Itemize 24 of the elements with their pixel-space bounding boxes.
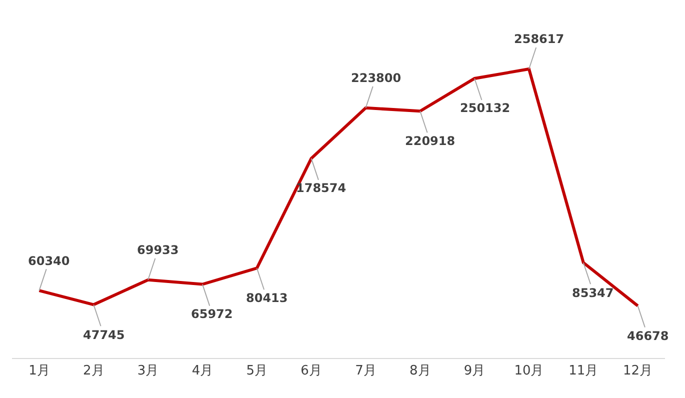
x-tick-label: 12月 xyxy=(623,364,653,379)
data-label: 85347 xyxy=(572,286,614,300)
data-label: 178574 xyxy=(296,181,346,195)
x-tick-label: 2月 xyxy=(82,364,104,379)
x-tick-label: 8月 xyxy=(409,364,431,379)
x-tick-label: 4月 xyxy=(192,364,214,379)
data-label: 47745 xyxy=(83,328,125,342)
x-tick-label: 9月 xyxy=(464,364,486,379)
data-label: 60340 xyxy=(28,254,70,268)
data-label: 223800 xyxy=(351,71,402,85)
x-tick-label: 7月 xyxy=(355,364,376,379)
x-tick-label: 10月 xyxy=(514,364,544,379)
data-label: 69933 xyxy=(137,243,179,257)
data-label: 65972 xyxy=(191,307,233,321)
x-tick-label: 6月 xyxy=(300,364,322,379)
x-tick-label: 5月 xyxy=(246,364,268,379)
x-tick-label: 1月 xyxy=(28,364,50,379)
data-label: 80413 xyxy=(246,291,288,305)
data-label: 258617 xyxy=(514,32,564,46)
x-tick-label: 3月 xyxy=(137,364,159,379)
data-label: 250132 xyxy=(460,101,510,115)
data-label: 220918 xyxy=(405,134,456,148)
data-label: 46678 xyxy=(627,329,669,343)
x-tick-label: 11月 xyxy=(568,364,598,379)
